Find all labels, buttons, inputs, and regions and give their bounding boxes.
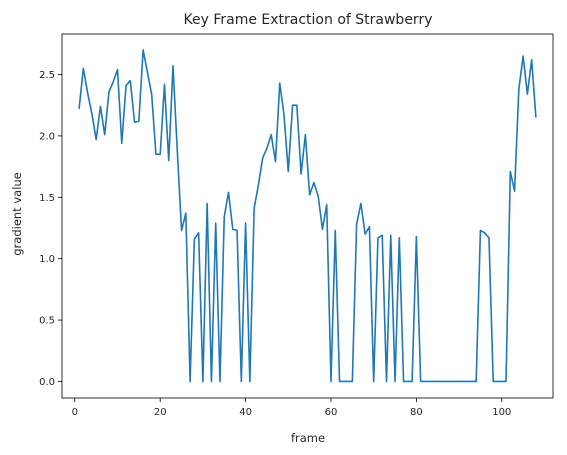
x-tick-label: 0 xyxy=(72,407,78,418)
x-axis-label: frame xyxy=(291,431,325,445)
series-line-0 xyxy=(78,49,537,383)
y-axis: 0.0 0.5 1.0 1.5 2.0 2.5 xyxy=(39,70,62,388)
y-tick-label: 0.5 xyxy=(39,316,55,327)
y-tick-label: 0.0 xyxy=(39,377,55,388)
x-tick-label: 100 xyxy=(492,407,511,418)
x-tick-label: 40 xyxy=(239,407,252,418)
x-tick-label: 80 xyxy=(410,407,423,418)
y-tick-label: 1.0 xyxy=(39,254,55,265)
x-tick-label: 60 xyxy=(325,407,338,418)
y-tick-label: 2.0 xyxy=(39,131,55,142)
y-tick-label: 2.5 xyxy=(39,70,55,81)
plot-area xyxy=(61,33,554,399)
y-tick-label: 1.5 xyxy=(39,193,55,204)
x-axis: 0 20 40 60 80 100 xyxy=(72,398,511,418)
y-axis-label: gradient value xyxy=(10,172,24,256)
chart-title: Key Frame Extraction of Strawberry xyxy=(184,12,433,28)
plot-frame xyxy=(61,33,554,399)
x-tick-label: 20 xyxy=(154,407,167,418)
